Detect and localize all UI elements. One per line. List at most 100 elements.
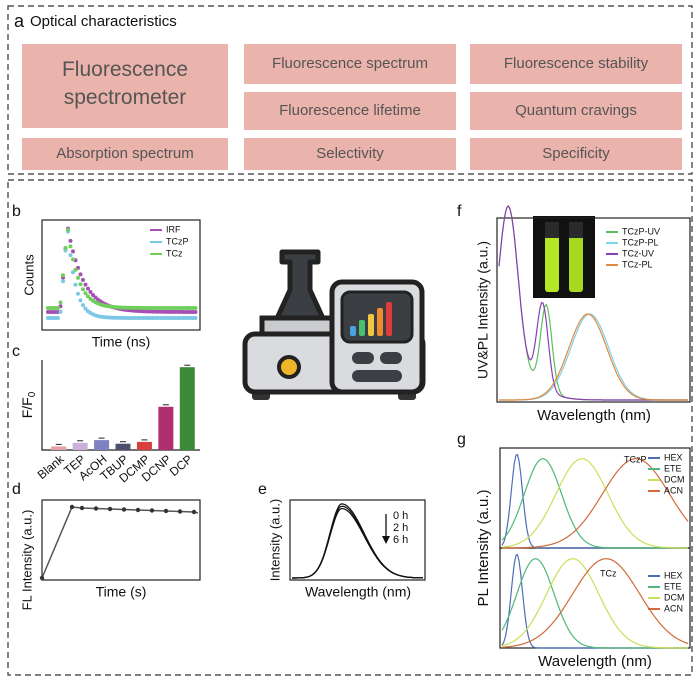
item-label: Absorption spectrum (56, 145, 194, 162)
curve (501, 558, 688, 649)
trace-point (193, 305, 198, 310)
bar (94, 440, 110, 450)
legend-label: ETE (664, 463, 682, 473)
trace-point (73, 282, 78, 287)
trace-point (91, 292, 95, 297)
panel-label: b (12, 203, 21, 220)
trace-point (193, 316, 198, 320)
trace-point (39, 575, 45, 581)
item-box (244, 44, 456, 84)
y-axis-label: Counts (21, 254, 36, 296)
trace-point (68, 253, 73, 258)
panels-frame (7, 179, 693, 676)
axes (41, 360, 200, 451)
curve (501, 558, 688, 649)
item-box (470, 138, 682, 170)
trace-point (68, 238, 73, 243)
item-label: Specificity (542, 145, 610, 162)
trace-point (149, 508, 155, 513)
trace-point (61, 279, 65, 284)
trace-point (121, 507, 127, 512)
legend-label: TCz (166, 248, 183, 258)
legend-label: TCzP (166, 236, 189, 246)
bar (158, 406, 174, 450)
cuvette-inset (533, 216, 595, 298)
bar (51, 446, 67, 450)
plot-title: TCz (600, 568, 617, 578)
curve (499, 313, 688, 401)
trace-point (93, 506, 99, 511)
plot-frame (496, 217, 691, 403)
panel-label: a (14, 11, 25, 31)
trace-point (83, 282, 88, 287)
y-axis-label: UV&PL Intensity (a.u.) (475, 241, 491, 379)
legend-label: HEX (664, 570, 683, 580)
item-label: Fluorescence stability (504, 55, 649, 72)
panel-label: c (12, 343, 20, 360)
panel-label: f (457, 203, 462, 220)
trace-point (81, 303, 85, 308)
plot-frame (499, 447, 691, 549)
x-tick-label: DCP (167, 452, 195, 479)
curve (501, 458, 688, 549)
trace-point (71, 257, 75, 262)
trace-point (86, 286, 90, 291)
trace-point (107, 506, 113, 512)
legend-label: TCz-PL (622, 259, 653, 269)
panel-label: d (12, 481, 21, 498)
curve (501, 558, 689, 648)
curve (501, 458, 688, 549)
arrow-head (382, 536, 390, 544)
item-box (244, 92, 456, 130)
legend-label: 6 h (393, 534, 408, 546)
trace-point (73, 267, 78, 272)
item-label: Quantum cravings (515, 102, 637, 119)
legend-label: ACN (664, 485, 683, 495)
plot-title: TCzP (624, 454, 647, 464)
trace-point (79, 505, 85, 511)
trace (41, 506, 199, 579)
y-axis-label: Intensity (a.u.) (267, 499, 282, 581)
panel-a-frame (7, 5, 693, 175)
legend-label: 0 h (393, 510, 408, 522)
legend-label: 2 h (393, 522, 408, 534)
trace-point (76, 275, 80, 280)
spectrometer-icon (242, 249, 426, 400)
trace-point (135, 507, 141, 513)
plot-frame (41, 499, 201, 581)
trace-point (71, 270, 75, 275)
trace-point (58, 300, 63, 305)
trace-point (83, 291, 88, 296)
bar (179, 367, 195, 450)
trace-point (69, 504, 75, 510)
trace-point (177, 509, 183, 514)
legend-label: ACN (664, 603, 683, 613)
trace-point (56, 306, 60, 310)
y-axis-label: FL Intensity (a.u.) (19, 510, 34, 611)
curve (502, 458, 689, 549)
trace-point (88, 290, 93, 295)
item-box (244, 138, 456, 170)
trace-point (71, 249, 75, 254)
trace-point (78, 298, 83, 303)
bar (72, 442, 88, 450)
legend-label: IRF (166, 224, 181, 234)
legend-label: TCzP-UV (622, 226, 660, 236)
legend-label: TCz-UV (622, 248, 654, 258)
trace-point (76, 291, 80, 296)
legend-label: ETE (664, 581, 682, 591)
item-box (22, 138, 228, 170)
item-label: Fluorescence spectrometer (62, 58, 188, 109)
plot-frame (289, 499, 426, 581)
y-axis-label: PL Intensity (a.u.) (475, 489, 492, 606)
legend-label: DCM (664, 474, 685, 484)
x-axis-label: Time (s) (96, 584, 147, 600)
trace-point (68, 244, 73, 249)
item-label: Fluorescence lifetime (279, 102, 421, 119)
bar (136, 441, 152, 450)
x-axis-label: Time (ns) (92, 334, 151, 350)
trace-point (56, 316, 60, 320)
plot-frame (41, 219, 201, 331)
item-box (470, 44, 682, 84)
